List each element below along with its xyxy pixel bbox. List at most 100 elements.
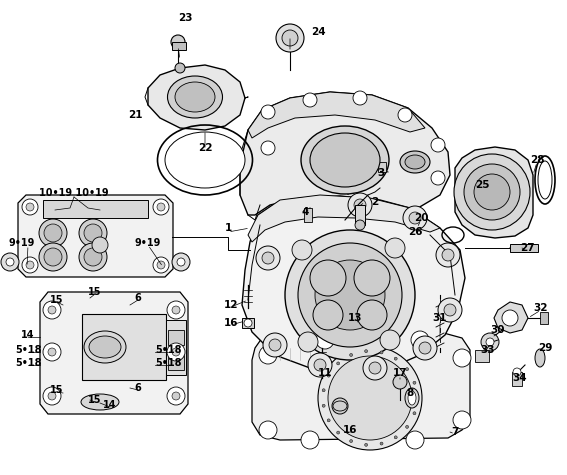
- Bar: [475, 350, 489, 362]
- Circle shape: [419, 342, 431, 354]
- Circle shape: [355, 220, 365, 230]
- Circle shape: [259, 346, 277, 364]
- Circle shape: [380, 351, 383, 354]
- Bar: [355, 205, 365, 225]
- Bar: [43, 200, 148, 218]
- Circle shape: [394, 357, 397, 360]
- Circle shape: [167, 301, 185, 319]
- Circle shape: [261, 105, 275, 119]
- Ellipse shape: [310, 133, 380, 187]
- Circle shape: [350, 353, 353, 356]
- Text: 5•18: 5•18: [155, 358, 181, 368]
- Text: 28: 28: [530, 155, 544, 165]
- Bar: [540, 312, 548, 324]
- Circle shape: [259, 421, 277, 439]
- Circle shape: [39, 219, 67, 247]
- Circle shape: [348, 193, 372, 217]
- Circle shape: [431, 138, 445, 152]
- Circle shape: [513, 368, 521, 376]
- Circle shape: [26, 203, 34, 211]
- Circle shape: [79, 219, 107, 247]
- Circle shape: [413, 412, 416, 415]
- Circle shape: [413, 336, 437, 360]
- Circle shape: [298, 332, 318, 352]
- Bar: [304, 208, 312, 222]
- Circle shape: [308, 353, 332, 377]
- Text: 30: 30: [491, 325, 505, 335]
- Circle shape: [22, 199, 38, 215]
- Polygon shape: [455, 147, 533, 238]
- Text: 11: 11: [318, 368, 332, 378]
- Circle shape: [79, 243, 107, 271]
- Circle shape: [354, 199, 366, 211]
- Ellipse shape: [405, 388, 419, 408]
- Circle shape: [298, 243, 402, 347]
- Circle shape: [276, 24, 304, 52]
- Circle shape: [322, 404, 325, 407]
- Circle shape: [405, 426, 409, 428]
- Bar: [512, 372, 522, 386]
- Circle shape: [411, 331, 429, 349]
- Circle shape: [416, 397, 418, 399]
- Polygon shape: [494, 302, 528, 333]
- Text: 25: 25: [475, 180, 489, 190]
- Circle shape: [481, 333, 499, 351]
- Circle shape: [43, 301, 61, 319]
- Circle shape: [167, 387, 185, 405]
- Text: 5•18: 5•18: [15, 345, 41, 355]
- Text: 15: 15: [88, 395, 101, 405]
- Circle shape: [6, 258, 14, 266]
- Circle shape: [436, 243, 460, 267]
- Circle shape: [474, 174, 510, 210]
- Text: 5•18: 5•18: [155, 345, 181, 355]
- Ellipse shape: [301, 126, 389, 194]
- Circle shape: [380, 330, 400, 350]
- Circle shape: [262, 252, 274, 264]
- Circle shape: [442, 249, 454, 261]
- Circle shape: [39, 243, 67, 271]
- Polygon shape: [248, 92, 425, 138]
- Text: 6: 6: [134, 383, 141, 393]
- Circle shape: [453, 411, 471, 429]
- Text: 15: 15: [50, 295, 64, 305]
- Text: 22: 22: [198, 143, 212, 153]
- Circle shape: [285, 230, 415, 360]
- Circle shape: [322, 389, 325, 392]
- Circle shape: [328, 356, 412, 440]
- Circle shape: [409, 212, 421, 224]
- Polygon shape: [242, 195, 465, 372]
- Text: 24: 24: [311, 27, 325, 37]
- Text: 9•19: 9•19: [9, 238, 35, 248]
- Bar: [510, 244, 538, 252]
- Circle shape: [269, 339, 281, 351]
- Circle shape: [171, 35, 185, 49]
- Circle shape: [177, 258, 185, 266]
- Ellipse shape: [175, 82, 215, 112]
- Text: 6: 6: [134, 293, 141, 303]
- Circle shape: [316, 331, 334, 349]
- Circle shape: [44, 248, 62, 266]
- Circle shape: [365, 350, 367, 352]
- Ellipse shape: [81, 394, 119, 410]
- Ellipse shape: [84, 331, 126, 363]
- Circle shape: [292, 240, 312, 260]
- Circle shape: [84, 224, 102, 242]
- Circle shape: [153, 199, 169, 215]
- Circle shape: [282, 30, 298, 46]
- Circle shape: [444, 304, 456, 316]
- Circle shape: [175, 63, 185, 73]
- Circle shape: [43, 343, 61, 361]
- Circle shape: [353, 91, 367, 105]
- Text: 29: 29: [538, 343, 552, 353]
- Text: 4: 4: [301, 207, 308, 217]
- Text: 33: 33: [481, 345, 495, 355]
- Circle shape: [172, 306, 180, 314]
- Circle shape: [464, 164, 520, 220]
- Text: 17: 17: [393, 368, 407, 378]
- Circle shape: [380, 442, 383, 445]
- Ellipse shape: [408, 391, 416, 405]
- Circle shape: [350, 439, 353, 443]
- Text: 9•19: 9•19: [135, 238, 161, 248]
- Bar: [168, 355, 184, 370]
- Circle shape: [256, 246, 280, 270]
